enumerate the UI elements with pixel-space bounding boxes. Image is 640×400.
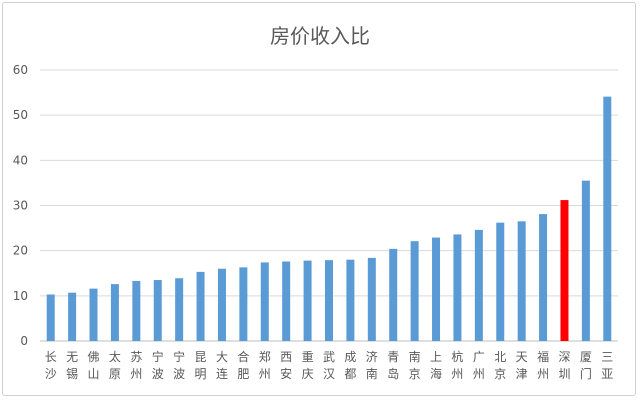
x-tick-label: 无锡 bbox=[66, 350, 78, 381]
y-tick-label: 50 bbox=[13, 108, 28, 122]
x-tick-label: 佛山 bbox=[88, 350, 100, 381]
bar-22 bbox=[496, 222, 505, 341]
x-tick-label: 上海 bbox=[430, 350, 442, 381]
x-tick-label: 郑州 bbox=[259, 349, 271, 381]
x-tick-label: 成都 bbox=[344, 350, 356, 381]
x-tick-label: 大连 bbox=[216, 350, 228, 381]
bar-23 bbox=[517, 221, 526, 341]
x-tick-label: 北京 bbox=[494, 350, 506, 381]
x-axis-labels: 长沙无锡佛山太原苏州宁波宁波昆明大连合肥郑州西安重庆武汉成都济南青岛南京上海杭州… bbox=[45, 349, 614, 381]
y-tick-label: 30 bbox=[13, 199, 28, 213]
bar-18 bbox=[410, 241, 419, 341]
x-tick-label: 济南 bbox=[366, 349, 378, 381]
x-tick-label: 厦门 bbox=[580, 350, 592, 381]
x-tick-label: 杭州 bbox=[451, 349, 463, 381]
y-tick-label: 0 bbox=[20, 334, 28, 348]
x-tick-label: 宁波 bbox=[152, 349, 164, 381]
x-tick-label: 武汉 bbox=[323, 350, 335, 381]
x-tick-label: 西安 bbox=[280, 350, 292, 381]
x-tick-label: 广州 bbox=[473, 350, 485, 381]
x-tick-label: 苏州 bbox=[130, 350, 142, 381]
bar-8 bbox=[196, 271, 205, 341]
bar-27 bbox=[603, 96, 612, 341]
bar-15 bbox=[346, 259, 355, 341]
y-tick-label: 40 bbox=[13, 153, 28, 167]
bar-11 bbox=[260, 262, 269, 341]
x-tick-label: 重庆 bbox=[302, 350, 314, 381]
bar-10 bbox=[239, 267, 248, 341]
bar-2 bbox=[68, 292, 77, 341]
bar-13 bbox=[303, 260, 312, 341]
bar-20 bbox=[453, 234, 462, 341]
chart-frame bbox=[2, 2, 636, 396]
y-tick-label: 60 bbox=[13, 63, 28, 77]
x-tick-label: 宁波 bbox=[173, 349, 185, 381]
y-axis-ticks: 0 10 20 30 40 50 60 bbox=[13, 63, 28, 348]
x-tick-label: 南京 bbox=[409, 349, 421, 381]
bars bbox=[46, 96, 612, 341]
x-tick-label: 昆明 bbox=[195, 350, 207, 381]
bar-26 bbox=[581, 180, 590, 341]
bar-6 bbox=[153, 280, 162, 341]
x-tick-label: 天津 bbox=[516, 350, 528, 381]
bar-14 bbox=[325, 260, 333, 341]
bar-1 bbox=[46, 294, 55, 341]
bar-9 bbox=[217, 268, 226, 341]
bar-17 bbox=[389, 248, 398, 341]
chart-title: 房价收入比 bbox=[270, 24, 370, 48]
bar-19 bbox=[432, 237, 441, 341]
bar-25 bbox=[560, 200, 569, 341]
bar-16 bbox=[367, 257, 376, 341]
y-tick-label: 10 bbox=[13, 289, 28, 303]
x-tick-label: 福州 bbox=[537, 349, 549, 381]
bar-7 bbox=[175, 278, 184, 341]
bar-3 bbox=[89, 288, 98, 341]
x-tick-label: 长沙 bbox=[45, 350, 57, 381]
y-tick-label: 20 bbox=[13, 244, 28, 258]
bar-5 bbox=[132, 280, 141, 341]
bar-12 bbox=[282, 261, 291, 341]
x-tick-label: 三亚 bbox=[601, 350, 613, 381]
bar-24 bbox=[539, 214, 548, 341]
bar-4 bbox=[110, 284, 119, 341]
x-tick-label: 深圳 bbox=[558, 350, 570, 381]
x-tick-label: 青岛 bbox=[387, 350, 399, 381]
bar-21 bbox=[474, 229, 483, 341]
x-tick-label: 太原 bbox=[109, 349, 121, 381]
x-tick-label: 合肥 bbox=[237, 349, 249, 381]
